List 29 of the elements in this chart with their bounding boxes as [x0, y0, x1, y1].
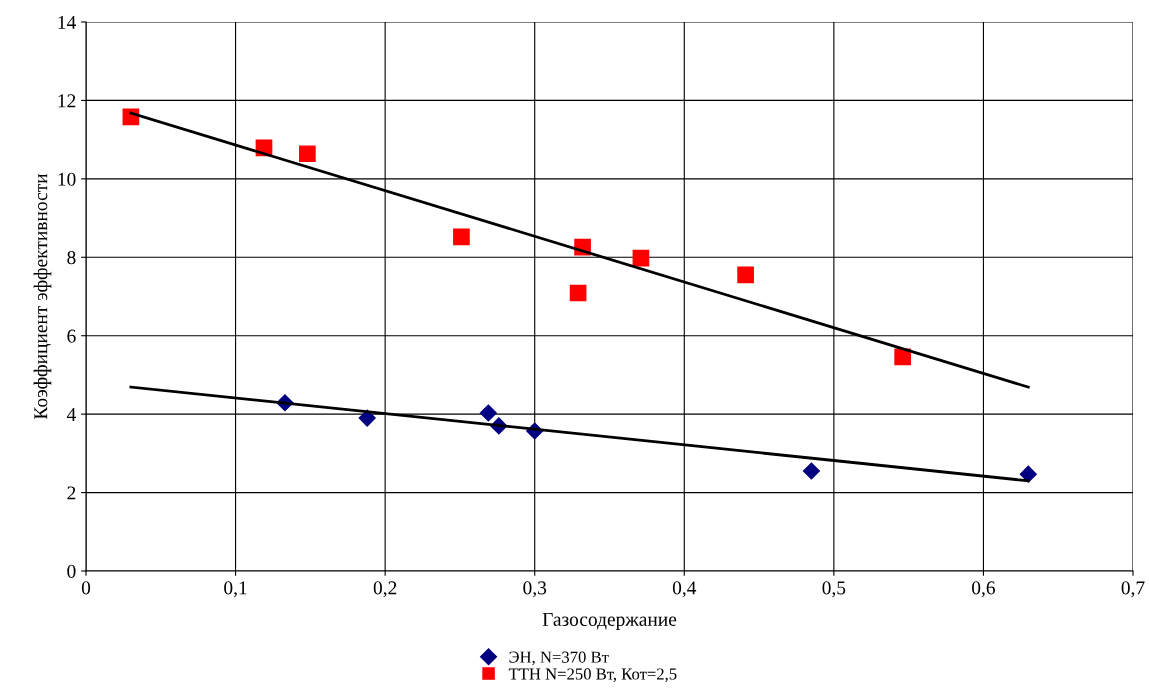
point	[894, 348, 911, 366]
legend-label: ЭН, N=370 Вт	[509, 651, 609, 666]
x-tick-label: 0,3	[523, 581, 547, 598]
point	[737, 266, 754, 284]
x-tick-label: 0	[81, 581, 91, 595]
x-axis-title: Газосодержание	[542, 613, 677, 630]
y-tick-label: 6	[67, 329, 76, 343]
point	[299, 145, 316, 163]
y-tick-label: 14	[58, 15, 76, 29]
x-tick-label: 0,1	[224, 581, 247, 598]
x-tick-label: 0,7	[1121, 581, 1145, 598]
y-tick-label: 4	[66, 408, 76, 421]
point	[1019, 465, 1037, 483]
point	[802, 462, 820, 480]
y-tick-label: 2	[67, 486, 76, 500]
legend-label: ТТН N=250 Вт, Кот=2,5	[508, 668, 677, 683]
point	[453, 228, 470, 246]
point	[632, 249, 650, 267]
x-tick-label: 0,5	[822, 581, 846, 598]
point	[569, 284, 587, 302]
y-tick-label: 8	[67, 251, 76, 265]
x-tick-label: 0,6	[972, 581, 995, 598]
y-tick-label: 12	[58, 94, 76, 108]
x-tick-label: 0,2	[373, 581, 397, 598]
point	[479, 404, 497, 422]
y-tick-label: 10	[58, 172, 76, 186]
x-tick-label: 0,4	[672, 581, 697, 598]
y-tick-label: 0	[67, 564, 76, 578]
y-axis-title: Коэффициент эффективности	[33, 173, 52, 420]
